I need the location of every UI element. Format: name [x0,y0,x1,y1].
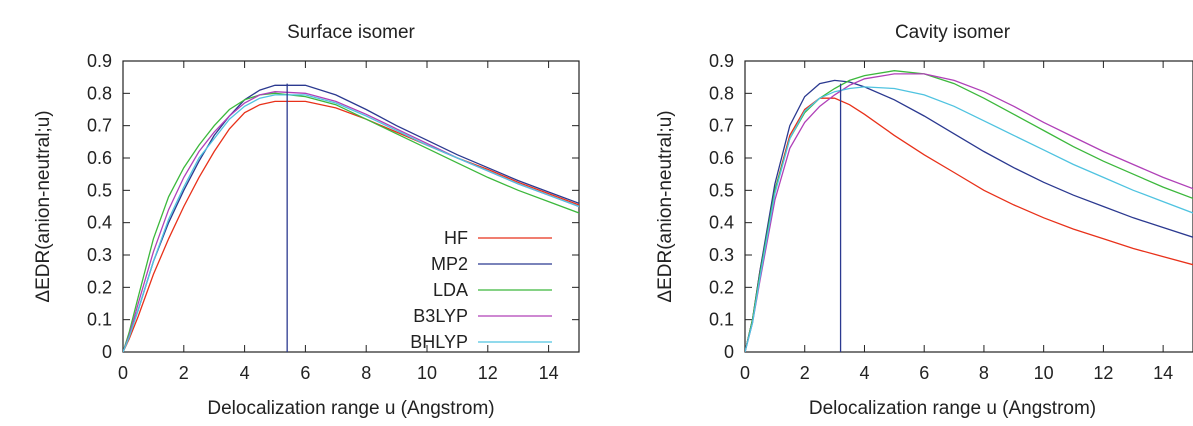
chart-cavity-isomer: 0 0.1 0.2 0.3 0.4 0.5 0.6 0.7 0.8 0.9 0 2 4 6 8 10 12 14 C… [655,22,1193,419]
plot-frame [122,60,580,353]
x-tick-label: 6 [919,363,929,383]
x-axis-label: Delocalization range u (Angstrom) [809,398,1096,419]
x-tick-label: 6 [300,363,310,383]
x-axis-label: Delocalization range u (Angstrom) [207,398,494,419]
chart-title: Cavity isomer [895,22,1011,43]
series-line-mp2 [745,79,1193,352]
legend-label-hf: HF [444,228,468,248]
y-tick-label: 0.4 [709,213,734,233]
y-tick-label: 0.6 [87,148,112,168]
y-tick-label: 0.3 [709,245,734,265]
legend-label-bhlyp: BHLYP [410,332,468,352]
y-tick-label: 0.5 [87,180,112,200]
x-tick-label: 14 [1153,363,1173,383]
legend-label-lda: LDA [433,280,468,300]
x-tick-label: 14 [539,363,559,383]
y-tick-label: 0.8 [87,83,112,103]
y-tick-label: 0.1 [87,310,112,330]
x-tick-label: 12 [478,363,498,383]
x-tick-label: 0 [740,363,750,383]
x-tick-label: 8 [979,363,989,383]
series-line-hf [123,100,579,352]
series-line-mp2 [123,84,579,352]
x-tick-label: 2 [179,363,189,383]
y-tick-label: 0.9 [709,51,734,71]
x-tick-label: 0 [118,363,128,383]
series-line-bhlyp [745,86,1193,352]
x-tick-label: 8 [361,363,371,383]
chart-title: Surface isomer [287,22,415,43]
x-tick-label: 4 [240,363,250,383]
chart-surface-isomer: 0 0.1 0.2 0.3 0.4 0.5 0.6 0.7 0.8 0.9 0 2 4 6 8 10 12 14 S… [33,22,580,419]
y-tick-label: 0.2 [709,277,734,297]
y-axis-label: ΔEDR(anion-neutral;u) [33,110,54,302]
y-tick-label: 0.7 [709,116,734,136]
x-tick-label: 12 [1093,363,1113,383]
y-tick-label: 0 [102,342,112,362]
y-axis-label: ΔEDR(anion-neutral;u) [655,110,676,302]
y-tick-label: 0.6 [709,148,734,168]
series-line-b3lyp [745,73,1193,352]
series-line-bhlyp [123,94,579,352]
y-tick-label: 0.7 [87,116,112,136]
y-tick-label: 0.3 [87,245,112,265]
series-line-hf [745,97,1193,352]
y-tick-label: 0.8 [709,83,734,103]
y-tick-label: 0.1 [709,310,734,330]
y-tick-label: 0.2 [87,277,112,297]
legend: HF MP2 LDA B3LYP BHLYP [410,228,552,352]
legend-label-mp2: MP2 [431,254,468,274]
y-tick-label: 0.4 [87,213,112,233]
y-tick-label: 0 [724,342,734,362]
x-tick-label: 4 [859,363,869,383]
x-tick-label: 10 [1034,363,1054,383]
legend-label-b3lyp: B3LYP [413,306,468,326]
plot-frame [744,60,1193,353]
series-line-lda [123,92,579,352]
y-tick-label: 0.9 [87,51,112,71]
x-tick-label: 2 [800,363,810,383]
series-line-b3lyp [123,91,579,352]
y-tick-label: 0.5 [709,180,734,200]
x-tick-label: 10 [417,363,437,383]
